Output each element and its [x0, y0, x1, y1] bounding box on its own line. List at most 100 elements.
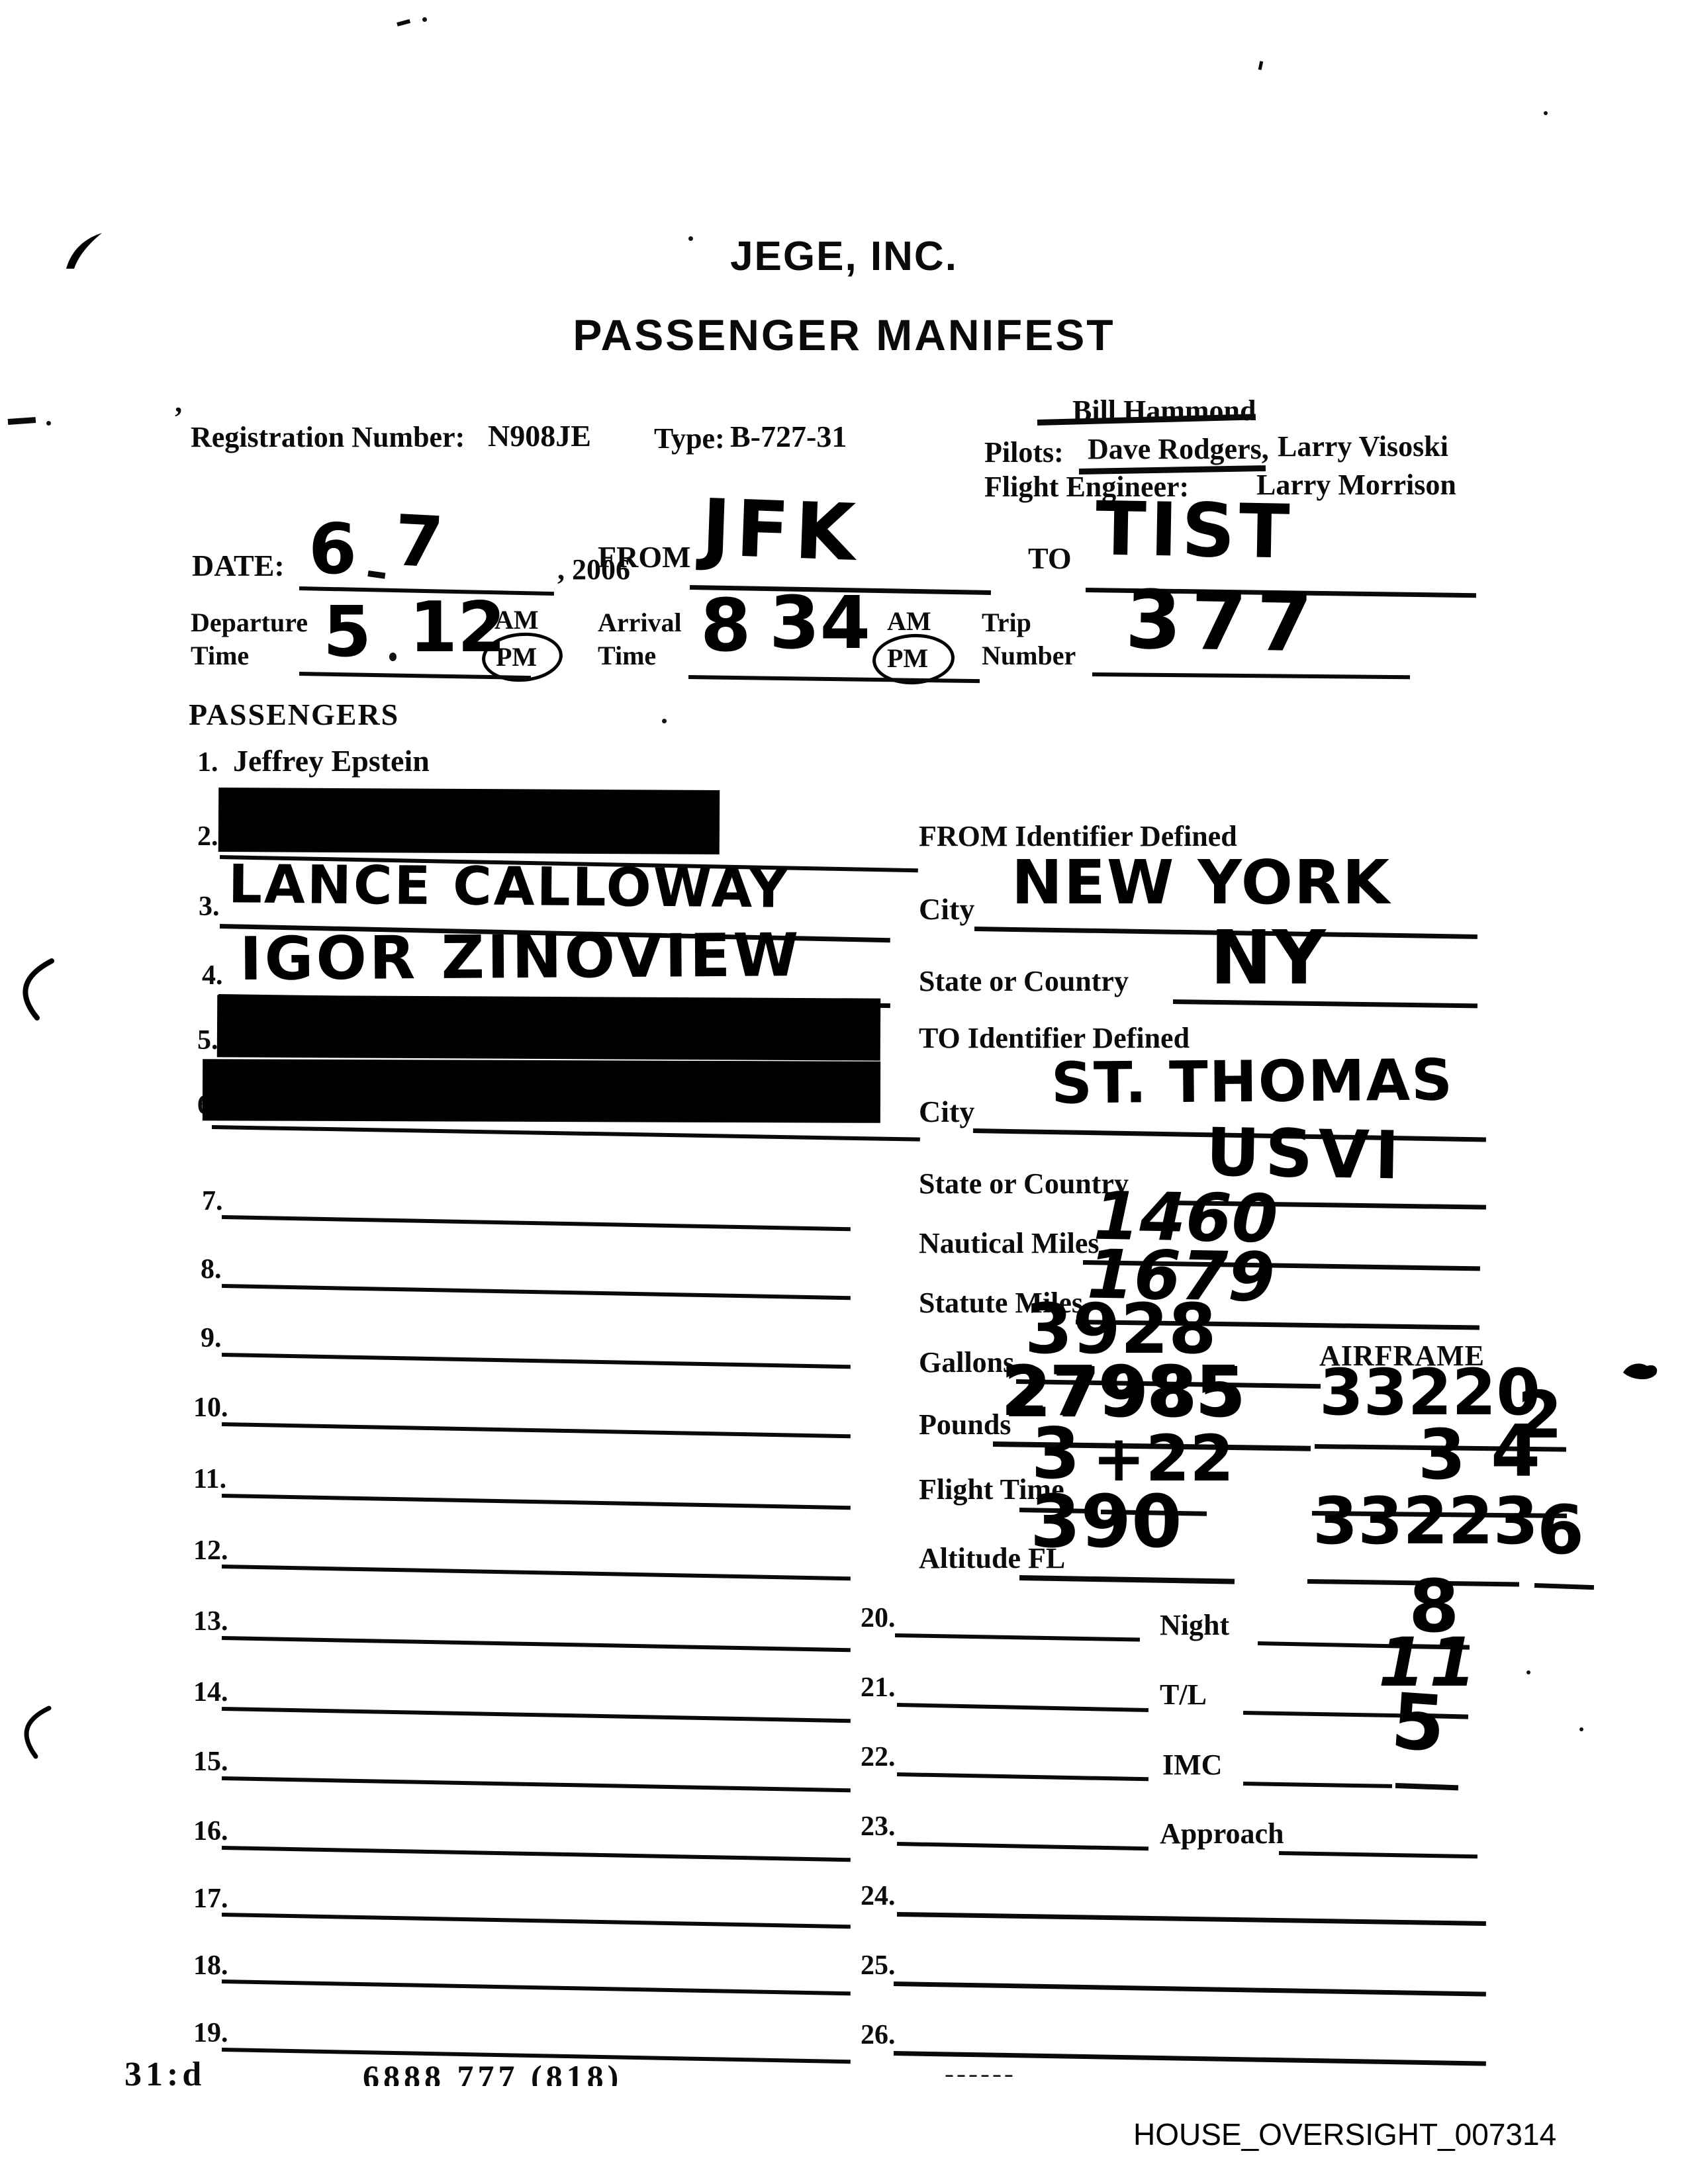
row-number: 24. [861, 1881, 896, 1911]
arrival-time-label: Arrival [598, 608, 682, 637]
passenger-line [221, 1353, 851, 1369]
pen-mark-top-left [66, 233, 102, 269]
company-name: JEGE, INC. [730, 234, 958, 279]
passenger-number: 1. [197, 747, 218, 778]
scan-speck [662, 719, 667, 723]
passenger-number: 3. [199, 891, 220, 922]
tl-label: T/L [1160, 1678, 1207, 1711]
footer-fragment-mid: 6888 777 (818) [363, 2060, 623, 2086]
altitude-value: 390 [1030, 1479, 1182, 1564]
ink-blob [1623, 1363, 1658, 1380]
footer-fragment-right-wrap: ..------ [925, 2060, 1111, 2077]
passenger-number: 18. [193, 1950, 228, 1981]
airframe-altitude-value: 33223 [1313, 1484, 1538, 1559]
nautical-miles-label: Nautical Miles [919, 1227, 1100, 1259]
tl-value: 11 [1378, 1623, 1480, 1702]
passenger-number: 11. [193, 1464, 227, 1494]
pen-mark-paren-left-2 [24, 1706, 52, 1759]
passenger-number: 2. [197, 821, 218, 852]
to-state-value: USVI [1205, 1113, 1405, 1195]
registration-value: N908JE [488, 419, 591, 453]
passenger-number: 12. [193, 1535, 228, 1566]
to-identifier-heading: TO Identifier Defined [919, 1022, 1190, 1054]
passenger-number: 7. [202, 1186, 223, 1216]
to-value: TIST [1094, 486, 1295, 576]
scan-speck [1508, 1374, 1513, 1379]
row-number: 23. [861, 1811, 896, 1842]
arrival-time-label-2: Time [598, 641, 657, 670]
flight-engineer-label: Flight Engineer: [984, 471, 1190, 503]
passenger-number: 5. [197, 1025, 218, 1056]
arrival-minute: 34 [769, 580, 871, 665]
redacted-passenger-name [202, 1059, 881, 1123]
pilot-first: Dave Rodgers, [1088, 433, 1269, 465]
approach-label: Approach [1160, 1817, 1284, 1850]
airframe-pounds-extra: 2 [1517, 1378, 1563, 1453]
night-label: Night [1160, 1609, 1230, 1641]
scan-speck [1544, 111, 1548, 115]
to-city-label: City [919, 1095, 975, 1128]
to-label: TO [1028, 541, 1072, 575]
passengers-heading: PASSENGERS [189, 698, 400, 731]
row-number: 22. [861, 1742, 896, 1772]
registration-label: Registration Number: [191, 421, 465, 453]
scan-speck [1526, 1670, 1530, 1674]
trip-line [1092, 672, 1411, 680]
departure-pm-label: PM [496, 642, 538, 672]
imc-value-line [1395, 1783, 1459, 1791]
to-city-value: ST. THOMAS [1051, 1047, 1454, 1117]
passenger-line [221, 1284, 851, 1300]
date-day-value: 7 [392, 500, 445, 584]
page-title: PASSENGER MANIFEST [573, 310, 1115, 359]
trip-number-value: 377 [1124, 572, 1323, 670]
redacted-passenger-name [218, 788, 720, 854]
departure-time-label-2: Time [191, 641, 250, 670]
flight-time-hours: 3 [1031, 1413, 1080, 1494]
passenger-number: 14. [193, 1677, 228, 1707]
row-number: 21. [861, 1672, 896, 1703]
departure-colon [389, 653, 397, 661]
passenger-line [221, 1913, 851, 1929]
date-label: DATE: [192, 549, 285, 582]
passenger-number: 10. [193, 1392, 228, 1423]
from-identifier-heading: FROM Identifier Defined [919, 820, 1237, 852]
row-line [896, 1772, 1149, 1782]
tl-line [1243, 1711, 1403, 1718]
row-line [894, 1633, 1140, 1642]
row-line [893, 1981, 1486, 1997]
passenger-number: 8. [201, 1254, 222, 1285]
airframe-altitude-extra: 6 [1537, 1491, 1584, 1570]
airframe-time-hours: 3 [1418, 1414, 1466, 1495]
footer-fragment-left: 31:d [124, 2057, 206, 2086]
imc-value: 5 [1388, 1676, 1448, 1770]
airframe-altitude-extra-line [1534, 1583, 1595, 1590]
departure-time-label: Departure [191, 608, 308, 637]
type-value: B-727-31 [730, 420, 847, 453]
trip-number-label: Trip [982, 608, 1031, 637]
pilots-label: Pilots: [984, 436, 1064, 469]
trip-number-label-2: Number [982, 641, 1076, 670]
gallons-value: 3928 [1025, 1289, 1217, 1369]
from-state-label: State or Country [919, 965, 1129, 997]
departure-minute: 12 [409, 587, 506, 668]
arrival-pm-label: PM [887, 643, 929, 673]
footer-fragment-left-wrap: 31:d [124, 2057, 270, 2086]
row-number: 20. [861, 1603, 896, 1633]
scan-speck [1579, 1727, 1583, 1731]
altitude-line [1019, 1575, 1235, 1584]
passenger-line [221, 1707, 851, 1723]
passenger-line [211, 1125, 920, 1142]
redacted-passenger-name [216, 995, 881, 1061]
row-number: 26. [861, 2020, 896, 2050]
passenger-number: 17. [193, 1884, 228, 1914]
imc-label: IMC [1162, 1749, 1223, 1781]
departure-hour: 5 [323, 592, 372, 672]
date-year: , 2006 [557, 553, 630, 586]
passenger-number: 9. [201, 1323, 222, 1353]
pen-mark-paren-left-1 [23, 958, 54, 1021]
row-number: 25. [861, 1950, 896, 1981]
from-city-value: NEW YORK [1011, 847, 1391, 918]
gallons-label: Gallons [919, 1346, 1015, 1379]
airframe-pounds-value: 33220 [1319, 1355, 1540, 1430]
passenger-line [221, 1422, 851, 1439]
